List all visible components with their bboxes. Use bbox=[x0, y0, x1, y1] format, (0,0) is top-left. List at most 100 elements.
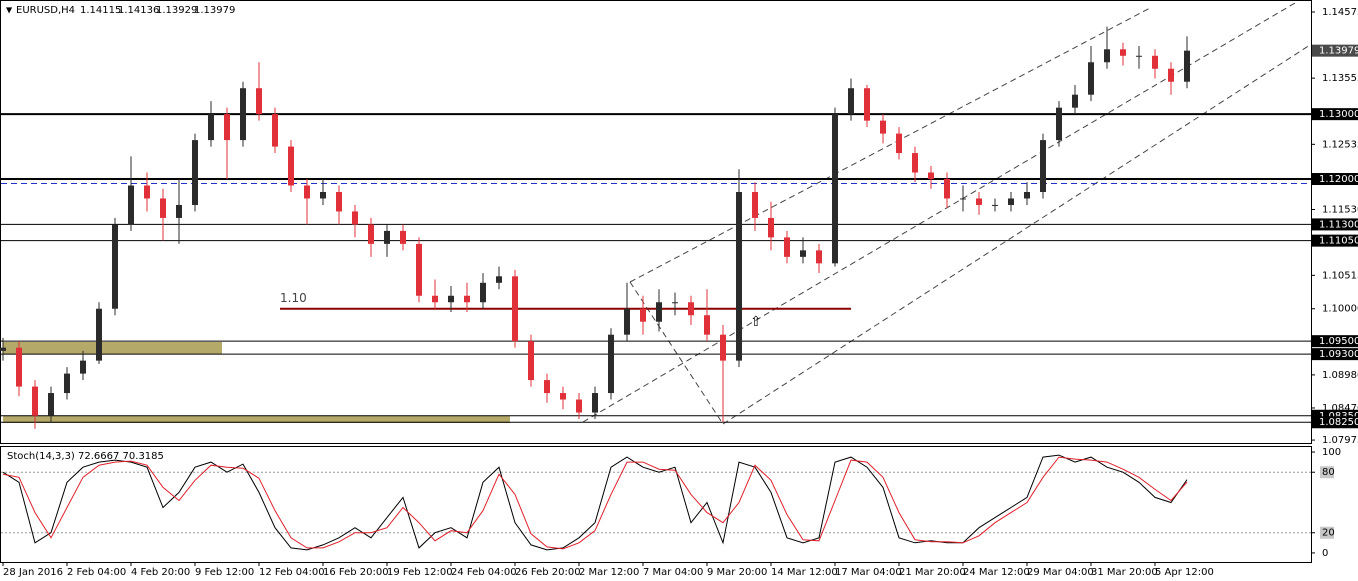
candle-body bbox=[64, 373, 70, 394]
candle-body bbox=[928, 172, 934, 180]
level-label: 1.12000 bbox=[1319, 174, 1358, 185]
level-label-box bbox=[1312, 173, 1358, 186]
candle-body bbox=[112, 224, 118, 309]
candle-body bbox=[992, 204, 998, 206]
annotation-label: 1.10 bbox=[280, 291, 307, 305]
candle-body bbox=[400, 230, 406, 244]
candle-body bbox=[144, 185, 150, 199]
candle-body bbox=[592, 393, 598, 413]
candle-body bbox=[864, 88, 870, 121]
level-label: 1.09300 bbox=[1319, 349, 1358, 360]
candle-body bbox=[640, 308, 646, 322]
candle-body bbox=[1152, 55, 1158, 69]
y-tick-box bbox=[1320, 526, 1334, 539]
x-tick-label: 19 Feb 12:00 bbox=[387, 567, 453, 578]
price-label-box bbox=[1312, 44, 1358, 57]
y-tick-label: 1.10515 bbox=[1322, 270, 1358, 281]
candle-body bbox=[560, 393, 566, 400]
candle-body bbox=[688, 302, 694, 316]
candle-body bbox=[336, 191, 342, 212]
candle-body bbox=[976, 198, 982, 205]
level-label: 1.08250 bbox=[1319, 417, 1358, 428]
candle-body bbox=[416, 243, 422, 296]
candle-body bbox=[80, 360, 86, 374]
header-value: 1.13979 bbox=[194, 5, 235, 16]
arrow-icon: ⇧ bbox=[750, 314, 762, 330]
y-tick-label: 0 bbox=[1322, 548, 1328, 559]
candle-body bbox=[624, 308, 630, 335]
candle-body bbox=[1024, 191, 1030, 199]
channel-line bbox=[629, 7, 1151, 283]
x-tick-label: 5 Apr 12:00 bbox=[1155, 567, 1214, 578]
candle-body bbox=[384, 230, 390, 244]
symbol: EURUSD,H4 bbox=[16, 5, 75, 16]
channel-line bbox=[582, 2, 1296, 423]
x-tick-label: 31 Mar 20:00 bbox=[1091, 567, 1158, 578]
candle-body bbox=[944, 179, 950, 199]
x-tick-label: 21 Mar 20:00 bbox=[899, 567, 966, 578]
candle-body bbox=[832, 114, 838, 264]
y-tick-label: 80 bbox=[1322, 467, 1335, 478]
header-value: 1.13929 bbox=[156, 5, 197, 16]
x-tick-label: 9 Feb 12:00 bbox=[195, 567, 254, 578]
candle-body bbox=[800, 250, 806, 257]
candle-body bbox=[448, 295, 454, 303]
y-tick-label: 1.11530 bbox=[1322, 205, 1358, 216]
x-tick-label: 7 Mar 04:00 bbox=[643, 567, 703, 578]
zone bbox=[3, 416, 510, 423]
candle-body bbox=[672, 302, 678, 304]
candle-body bbox=[288, 146, 294, 186]
candle-body bbox=[32, 386, 38, 416]
level-label-box bbox=[1312, 416, 1358, 429]
candle-body bbox=[768, 217, 774, 238]
candle-body bbox=[512, 276, 518, 342]
x-tick-label: 12 Feb 04:00 bbox=[259, 567, 325, 578]
candle-body bbox=[128, 185, 134, 225]
y-tick-label: 1.13555 bbox=[1322, 73, 1358, 84]
candle-body bbox=[272, 114, 278, 147]
x-tick-label: 17 Mar 04:00 bbox=[835, 567, 902, 578]
candle-body bbox=[720, 334, 726, 361]
y-tick-label: 1.08980 bbox=[1322, 370, 1358, 381]
candle-body bbox=[656, 302, 662, 322]
stoch-panel-border bbox=[0, 446, 1312, 563]
candle-body bbox=[320, 191, 326, 199]
header-value: 1.14136 bbox=[118, 5, 159, 16]
level-label-box bbox=[1312, 348, 1358, 361]
level-label-box bbox=[1312, 108, 1358, 121]
candle-body bbox=[1056, 107, 1062, 141]
x-tick-label: 26 Feb 20:00 bbox=[515, 567, 581, 578]
price-label: 1.13979 bbox=[1319, 46, 1358, 57]
header-value: 1.14115 bbox=[80, 5, 121, 16]
candle-body bbox=[1104, 49, 1110, 63]
y-tick-label: 1.10000 bbox=[1322, 304, 1358, 315]
candle-body bbox=[608, 334, 614, 394]
level-label-box bbox=[1312, 335, 1358, 348]
x-tick-label: 24 Mar 12:00 bbox=[963, 567, 1030, 578]
candle-body bbox=[544, 380, 550, 394]
x-tick-label: 2 Feb 04:00 bbox=[67, 567, 126, 578]
level-label: 1.09500 bbox=[1319, 336, 1358, 347]
candle-body bbox=[240, 88, 246, 141]
menu-marker: ▼ bbox=[6, 6, 13, 15]
candle-body bbox=[464, 295, 470, 303]
candle-body bbox=[256, 88, 262, 115]
level-label: 1.11300 bbox=[1319, 219, 1358, 230]
candle-body bbox=[576, 399, 582, 413]
candle-body bbox=[352, 211, 358, 225]
y-tick-label: 20 bbox=[1322, 528, 1335, 539]
candle-body bbox=[1040, 140, 1046, 192]
x-tick-label: 14 Mar 12:00 bbox=[771, 567, 838, 578]
candle-body bbox=[1120, 49, 1126, 56]
channel bbox=[582, 2, 1311, 425]
stoch-line bbox=[2, 456, 1188, 550]
candle-body bbox=[1136, 55, 1142, 57]
candle-body bbox=[224, 114, 230, 141]
candle-body bbox=[816, 250, 822, 264]
candle-body bbox=[480, 282, 486, 303]
candle-body bbox=[368, 224, 374, 244]
y-tick-box bbox=[1320, 466, 1334, 479]
candle-body bbox=[1168, 68, 1174, 82]
x-tick-label: 28 Jan 2016 bbox=[3, 567, 63, 578]
